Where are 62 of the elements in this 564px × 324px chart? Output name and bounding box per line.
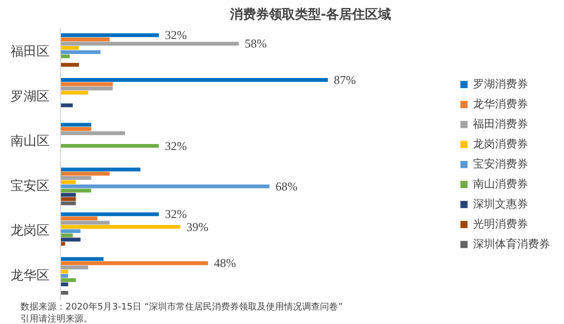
bar [60,50,100,54]
bar [60,278,76,282]
bar [60,184,270,188]
bar [60,238,80,242]
bar [60,78,328,82]
bar [60,192,76,197]
chart-title: 消费券领取类型-各居住区域 [228,8,392,22]
bar [60,229,80,234]
legend-label: 宝安消费券 [473,156,528,171]
legend-label: 南山消费券 [473,176,528,191]
data-label: 32% [164,207,187,222]
text: 引用请注明来源。 [20,314,92,324]
legend-label: 深圳体育消费券 [473,236,550,251]
bar [60,127,92,131]
bar [60,201,76,206]
y-tick-label: 龙华区 [10,268,50,284]
source-note: 数据来源：2020年5月3-15日 “深圳市常住居民消费券领取及使用情况调查问卷” [20,302,343,312]
bar [60,62,79,67]
y-tick-label: 宝安区 [10,178,50,194]
y-tick-label: 龙岗区 [10,224,50,239]
bar [60,38,110,42]
bar [60,216,98,220]
bar [60,90,88,95]
bar [60,144,159,148]
bar [60,82,113,86]
legend-label: 光明消费券 [473,216,528,231]
y-tick-label: 南山区 [10,134,50,150]
data-label: 68% [275,179,298,194]
bar [60,180,76,184]
bar [60,188,92,193]
bar [60,86,113,90]
bar [60,212,159,216]
bar [60,33,159,38]
legend-label: 福田消费券 [473,116,528,131]
y-tick-label: 福田区 [10,44,50,60]
y-tick-label: 罗湖区 [10,89,50,104]
bar [60,261,208,266]
bar [60,233,73,238]
bar [60,42,239,46]
bar [60,46,79,50]
bar [60,197,76,201]
bar [60,257,104,261]
bar [60,266,88,270]
legend-label: 深圳文惠券 [473,196,528,211]
data-label: 32% [164,138,187,153]
data-label: 39% [186,220,208,234]
data-label: 58% [244,36,267,51]
bar [60,225,180,229]
bar [60,274,68,278]
bar [60,103,73,108]
bar [60,131,126,136]
data-label: 32% [164,28,187,42]
bar [60,220,110,225]
bar [60,176,92,180]
data-label: 87% [334,72,356,87]
bar [60,172,110,176]
legend-label: 罗湖消费券 [473,76,528,91]
legend-label: 龙岗消费券 [473,136,528,151]
legend-label: 龙华消费券 [473,96,528,111]
bar [60,122,92,127]
bar [60,168,140,172]
data-label: 48% [214,256,236,270]
